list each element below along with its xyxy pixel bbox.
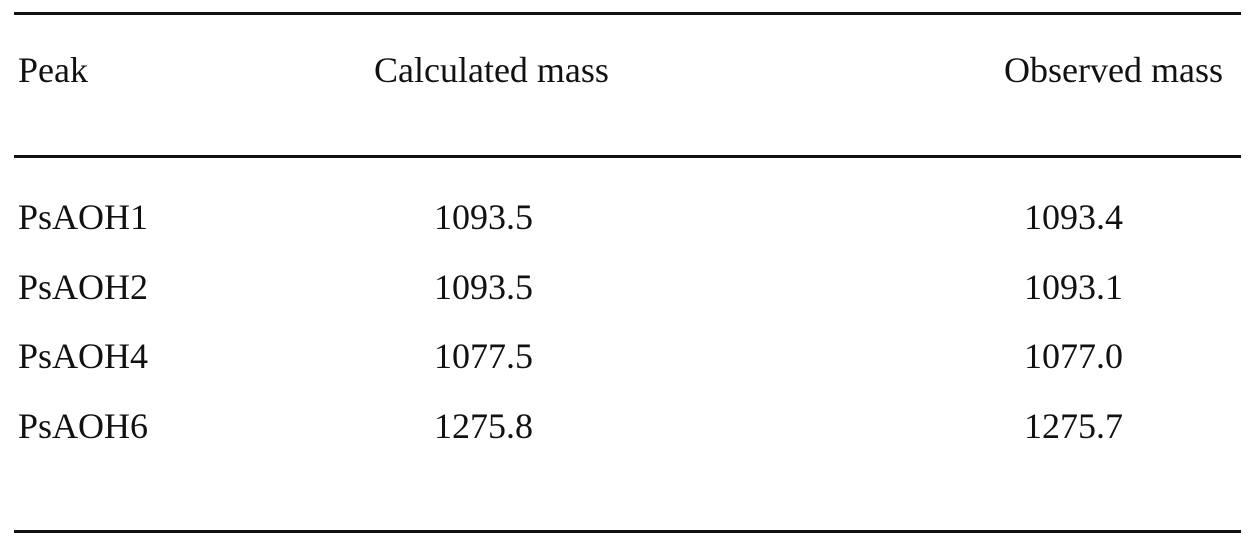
header-calculated-mass: Calculated mass xyxy=(374,50,609,90)
calculated-mass-cell: 1275.8 xyxy=(434,406,533,446)
observed-mass-cell: 1077.0 xyxy=(1024,336,1123,376)
header-peak: Peak xyxy=(18,50,88,90)
header-rule xyxy=(14,155,1241,158)
top-rule xyxy=(14,12,1241,15)
peak-cell: PsAOH2 xyxy=(18,267,148,307)
peak-cell: PsAOH1 xyxy=(18,197,148,237)
calculated-mass-cell: 1093.5 xyxy=(434,267,533,307)
calculated-mass-cell: 1093.5 xyxy=(434,197,533,237)
observed-mass-cell: 1093.4 xyxy=(1024,197,1123,237)
peak-cell: PsAOH6 xyxy=(18,406,148,446)
observed-mass-cell: 1275.7 xyxy=(1024,406,1123,446)
header-observed-mass: Observed mass xyxy=(1004,50,1223,90)
observed-mass-cell: 1093.1 xyxy=(1024,267,1123,307)
peak-cell: PsAOH4 xyxy=(18,336,148,376)
calculated-mass-cell: 1077.5 xyxy=(434,336,533,376)
bottom-rule xyxy=(14,530,1241,533)
